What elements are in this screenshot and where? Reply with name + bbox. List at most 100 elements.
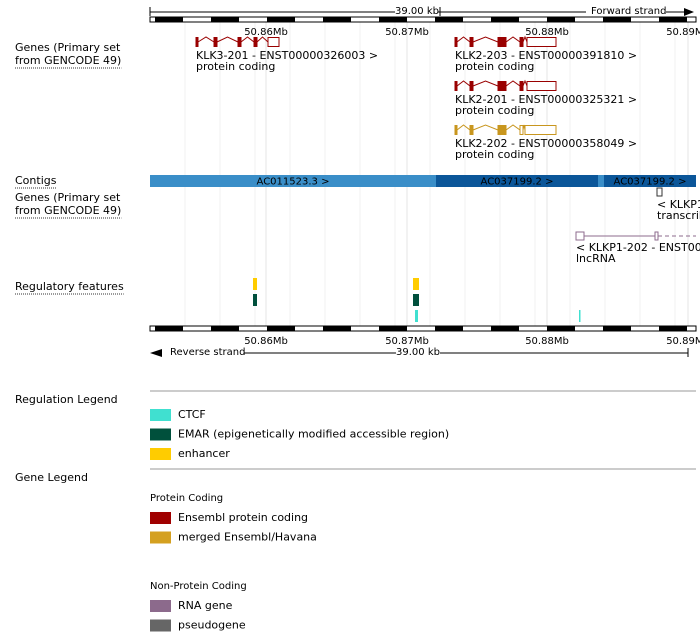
- intron: [505, 36, 521, 43]
- transcript-name: KLK2-203 - ENST00000391810 >: [455, 49, 637, 62]
- exon: [526, 81, 557, 91]
- exon: [497, 37, 507, 47]
- contig-label: AC011523.3 >: [257, 177, 330, 188]
- transcript-name: KLK3-201 - ENST00000326003 >: [196, 49, 378, 62]
- exon: [267, 37, 280, 47]
- intron: [505, 124, 521, 131]
- exon: [575, 231, 585, 241]
- length-label: 39.00 kb: [395, 6, 439, 17]
- enhancer: [253, 278, 257, 290]
- intron: [240, 36, 255, 43]
- ctcf: [415, 310, 418, 322]
- ruler-segment: [603, 17, 631, 22]
- ruler-segment: [659, 17, 687, 22]
- exon: [195, 37, 199, 47]
- intron: [472, 36, 499, 43]
- exon: [497, 125, 507, 135]
- exon: [497, 81, 507, 91]
- contig-label: AC037199.2 >: [614, 177, 687, 188]
- scale-label: 50.86Mb: [244, 27, 288, 38]
- transcript-biotype: protein coding: [455, 148, 534, 161]
- intron: [456, 36, 471, 43]
- scale-label: 50.88Mb: [525, 27, 569, 38]
- contig: [150, 175, 436, 187]
- intron: [505, 80, 521, 87]
- strand-arrow: [150, 349, 162, 357]
- ruler-bar: [149, 325, 697, 332]
- exon: [454, 125, 458, 135]
- exon: [253, 37, 258, 47]
- exon: [519, 81, 524, 91]
- legend-item: merged Ensembl/Havana: [178, 531, 317, 544]
- intron: [256, 36, 269, 43]
- emar: [413, 294, 419, 306]
- transcript-biotype: lncRNA: [576, 252, 616, 265]
- ruler-segment: [323, 17, 351, 22]
- intron: [456, 124, 471, 131]
- ruler-segment: [211, 326, 239, 331]
- transcript-name: KLK2-201 - ENST00000325321 >: [455, 93, 637, 106]
- scale-label: 50.86Mb: [244, 336, 288, 347]
- track-label: Genes (Primary set: [15, 41, 121, 54]
- ruler-segment: [491, 17, 519, 22]
- legend-swatch: [150, 531, 171, 544]
- intron: [197, 36, 215, 43]
- strand-label: Reverse strand: [170, 347, 245, 358]
- ruler-segment: [435, 326, 463, 331]
- ruler-segment: [379, 326, 407, 331]
- ruler-segment: [603, 326, 631, 331]
- exon: [469, 81, 474, 91]
- intron: [472, 80, 499, 87]
- exon: [656, 187, 663, 197]
- legend-swatch: [150, 512, 171, 524]
- contig: [604, 175, 696, 187]
- intron: [456, 80, 471, 87]
- legend-swatch: [150, 428, 171, 441]
- ruler-bar: [149, 16, 697, 23]
- exon: [524, 125, 557, 135]
- ruler-segment: [267, 326, 295, 331]
- scale-label: 50.89Mb: [666, 27, 700, 38]
- intron: [472, 124, 499, 131]
- legend-item: enhancer: [178, 447, 230, 460]
- legend-item: Ensembl protein coding: [178, 511, 308, 524]
- exon: [519, 125, 524, 135]
- contig-label: AC037199.2 >: [481, 177, 554, 188]
- track-label: Regulatory features: [15, 280, 124, 293]
- intron: [522, 35, 528, 43]
- exon: [469, 37, 474, 47]
- legend-swatch: [150, 619, 171, 632]
- legend-item: EMAR (epigenetically modified accessible…: [178, 428, 449, 441]
- length-label: 39.00 kb: [396, 347, 440, 358]
- scale-label: 50.87Mb: [385, 27, 429, 38]
- exon: [237, 37, 242, 47]
- intron: [522, 79, 528, 87]
- transcript-name: KLK2-202 - ENST00000358049 >: [455, 137, 637, 150]
- ruler-segment: [267, 17, 295, 22]
- track-label: from GENCODE 49): [15, 54, 121, 67]
- transcript-name: < KLKP1: [657, 198, 700, 211]
- ruler-segment: [547, 326, 575, 331]
- exon: [213, 37, 218, 47]
- intron: [216, 36, 239, 43]
- legend-item: pseudogene: [178, 619, 246, 632]
- emar: [253, 294, 257, 306]
- track-label: Contigs: [15, 174, 57, 187]
- legend-swatch: [150, 600, 171, 612]
- exon: [519, 37, 524, 47]
- contig: [598, 175, 604, 187]
- legend-title: Gene Legend: [15, 471, 88, 484]
- transcript-biotype: protein coding: [455, 104, 534, 117]
- legend-item: CTCF: [178, 408, 206, 421]
- exon: [654, 231, 659, 241]
- scale-label: 50.89Mb: [666, 336, 700, 347]
- ruler-segment: [155, 17, 183, 22]
- transcript-biotype: transcrib: [657, 209, 700, 222]
- transcript-biotype: protein coding: [196, 60, 275, 73]
- legend-group-title: Protein Coding: [150, 493, 223, 504]
- contig: [436, 175, 598, 187]
- ruler-segment: [547, 17, 575, 22]
- ruler-segment: [211, 17, 239, 22]
- legend-title: Regulation Legend: [15, 393, 118, 406]
